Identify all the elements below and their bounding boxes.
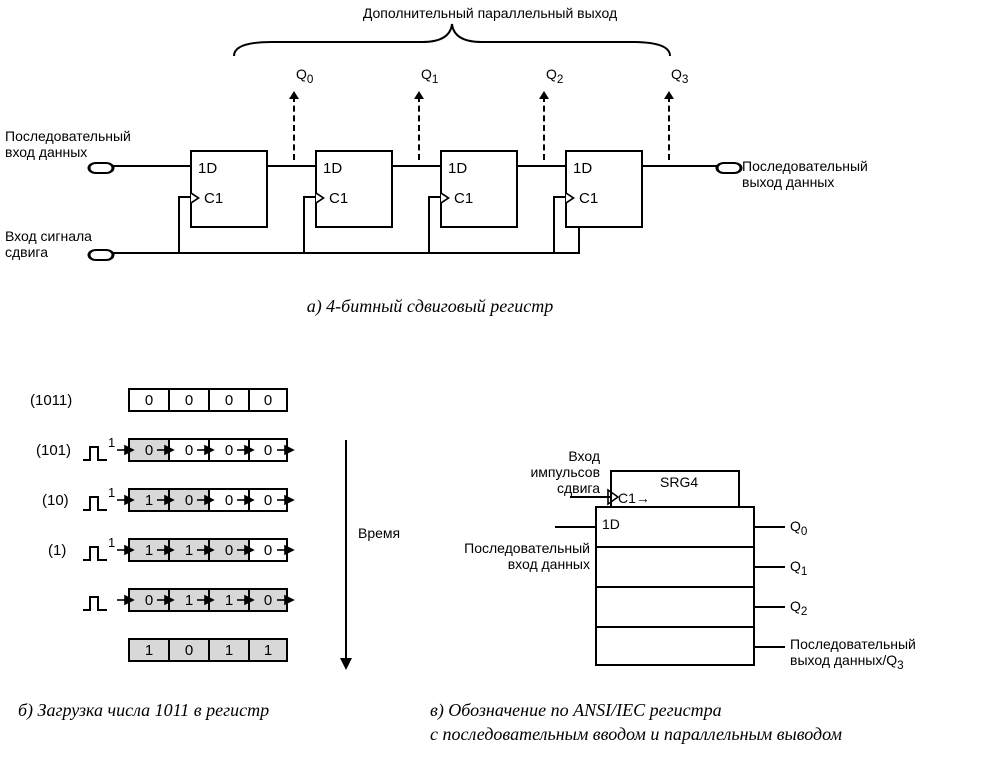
reg-cell: 0 <box>168 388 208 412</box>
wire <box>578 228 580 254</box>
c-label: C1 <box>454 190 473 207</box>
bits-remaining: (101) <box>36 442 71 459</box>
clk-in-label: Вход импульсов сдвига <box>470 448 600 496</box>
bits-remaining: (10) <box>42 492 69 509</box>
divider <box>595 546 755 548</box>
wire <box>570 496 610 498</box>
q1-label: Q1 <box>421 66 438 86</box>
srg-label: SRG4 <box>660 474 698 490</box>
c-label: C1 <box>579 190 598 207</box>
wire <box>428 196 430 254</box>
q0-out: Q0 <box>790 518 807 538</box>
wire <box>102 165 190 167</box>
dashed-wire <box>543 96 545 160</box>
bits-remaining: (1) <box>48 542 66 559</box>
wire <box>755 566 785 568</box>
q3-out: Последовательный выход данных/Q3 <box>790 636 975 672</box>
flipflop-2: 1D C1 <box>440 150 518 228</box>
shift-in-label: Вход сигнала сдвига <box>5 228 135 260</box>
time-label: Время <box>358 525 400 541</box>
flipflop-0: 1D C1 <box>190 150 268 228</box>
wire <box>553 196 555 254</box>
wire <box>755 526 785 528</box>
parallel-out-caption: Дополнительный параллельный выход <box>300 5 680 21</box>
bits-remaining: (1011) <box>30 392 72 409</box>
q1-out: Q1 <box>790 558 807 578</box>
q2-label: Q2 <box>546 66 563 86</box>
pulse-icon <box>82 594 108 612</box>
wire <box>303 196 315 198</box>
caption-a: а) 4-битный сдвиговый регистр <box>250 296 610 317</box>
q3-label: Q3 <box>671 66 688 86</box>
flipflop-3: 1D C1 <box>565 150 643 228</box>
pulse-icon <box>82 494 108 512</box>
c1-label: C1→ <box>618 490 650 506</box>
wire <box>178 196 190 198</box>
notch <box>738 470 740 506</box>
caption-c2: с последовательным вводом и параллельным… <box>430 724 970 745</box>
divider <box>595 586 755 588</box>
serial-in-label: Последовательный вход данных <box>5 128 155 160</box>
wire <box>553 196 565 198</box>
terminal-icon <box>716 162 743 174</box>
flipflop-1: 1D C1 <box>315 150 393 228</box>
reg-cell: 0 <box>128 388 168 412</box>
caption-b: б) Загрузка числа 1011 в регистр <box>18 700 418 721</box>
serial-out-label: Последовательный выход данных <box>742 158 912 190</box>
wire <box>178 196 180 254</box>
wire <box>303 196 305 254</box>
pulse-icon <box>82 444 108 462</box>
brace-icon <box>232 22 672 58</box>
d-label: 1D <box>323 160 342 177</box>
dashed-wire <box>418 96 420 160</box>
time-axis <box>345 440 347 660</box>
figure-root: { "colors": { "stroke": "#000000", "bg":… <box>0 0 981 773</box>
arrow-down-icon <box>340 658 352 670</box>
wire <box>518 165 565 167</box>
q2-out: Q2 <box>790 598 807 618</box>
wire <box>555 526 595 528</box>
wire <box>428 196 440 198</box>
shift-arrows-icon <box>115 438 305 662</box>
wire <box>643 165 721 167</box>
reg-row: 0 0 0 0 <box>128 388 288 412</box>
dashed-wire <box>668 96 670 160</box>
wire <box>102 252 580 254</box>
wire <box>755 646 785 648</box>
d-label: 1D <box>198 160 217 177</box>
iec-serial-in-label: Последовательный вход данных <box>430 540 590 572</box>
c-label: C1 <box>204 190 223 207</box>
d-label: 1D <box>573 160 592 177</box>
q0-label: Q0 <box>296 66 313 86</box>
reg-cell: 0 <box>248 388 288 412</box>
notch <box>595 506 610 508</box>
wire <box>393 165 440 167</box>
divider <box>595 626 755 628</box>
terminal-icon <box>88 162 115 174</box>
wire <box>755 606 785 608</box>
c-label: C1 <box>329 190 348 207</box>
reg-cell: 0 <box>208 388 248 412</box>
dashed-wire <box>293 96 295 160</box>
pulse-icon <box>82 544 108 562</box>
caption-c1: в) Обозначение по ANSI/IEC регистра <box>430 700 950 721</box>
wire <box>268 165 315 167</box>
notch <box>740 506 755 508</box>
d-label: 1D <box>448 160 467 177</box>
iec-d-label: 1D <box>602 516 620 532</box>
